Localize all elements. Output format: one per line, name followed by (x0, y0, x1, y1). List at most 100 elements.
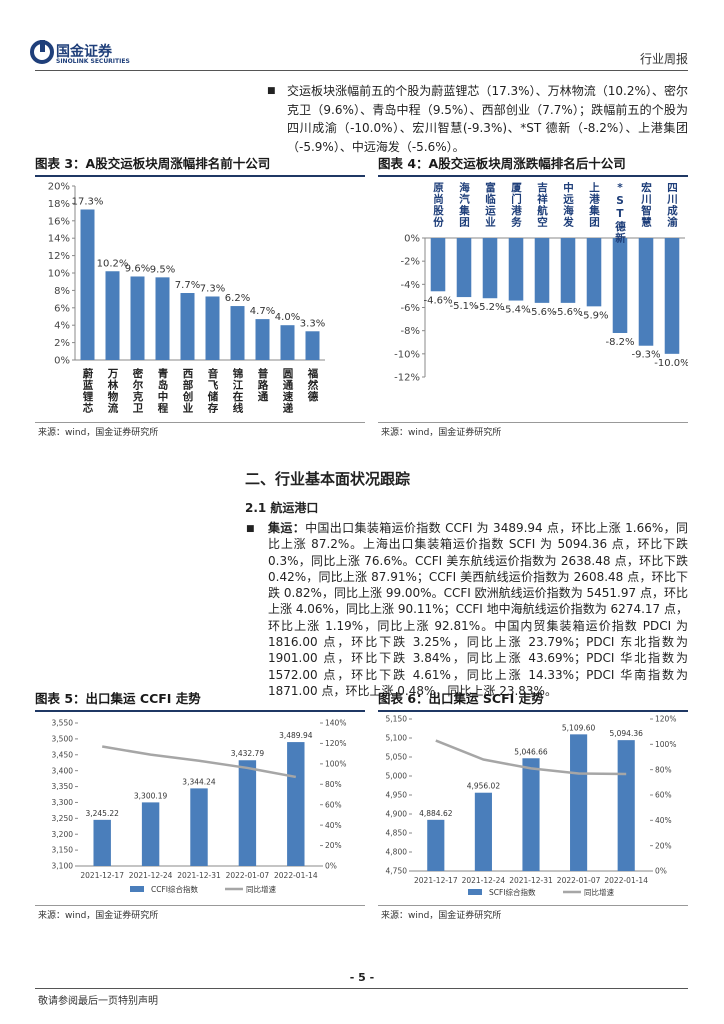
value-label: 4,884.62 (419, 809, 453, 818)
footer-rule (35, 988, 688, 989)
value-label: 7.3% (200, 283, 225, 294)
y-tick-label: 3,350 (52, 782, 74, 791)
y-tick-label: 8% (54, 286, 70, 297)
value-label: -10.0% (654, 358, 688, 369)
y-tick-label: -8% (401, 326, 420, 337)
figure-rule (35, 905, 365, 906)
bar (305, 331, 320, 360)
lead-text: 集运： (268, 521, 306, 535)
y-tick-label: 20% (48, 182, 70, 193)
chart: 3,100 3,150 3,200 3,250 3,300 3,350 3,400 3,450… (52, 719, 347, 894)
y2-tick-label: 100% (325, 759, 346, 768)
category-label: 中远海发 (562, 181, 574, 228)
y2-tick-label: 40% (655, 816, 672, 825)
bar (180, 293, 195, 360)
source-note: 来源：wind，国金证券研究所 (381, 428, 502, 438)
category-label: 原尚股份 (432, 182, 444, 228)
y2-tick-label: 60% (655, 791, 672, 800)
logo-text: 国金证券 (56, 44, 112, 60)
y2-tick-label: 60% (325, 800, 342, 809)
legend-swatch (468, 889, 482, 895)
legend-label: 同比增速 (246, 884, 276, 894)
y-tick-label: 3,150 (52, 846, 74, 855)
bar (255, 319, 270, 360)
header-rule (35, 70, 688, 71)
category-label: 音飞储存 (207, 367, 219, 414)
y-tick-label: 10% (48, 269, 70, 280)
y-tick-label: -12% (394, 373, 420, 384)
y2-tick-label: 100% (655, 740, 676, 749)
value-label: 5,094.36 (609, 729, 643, 738)
category-label: 四川成渝 (666, 182, 678, 228)
value-label: 17.3% (72, 196, 104, 207)
category-label: 青岛中程 (157, 367, 169, 414)
x-tick-label: 2021-12-31 (509, 876, 553, 885)
y-tick-label: 0% (404, 234, 420, 245)
value-label: -9.3% (631, 350, 660, 361)
legend-label: SCFI综合指数 (489, 887, 536, 897)
x-tick-label: 2022-01-07 (557, 876, 601, 885)
y-tick-label: 6% (54, 303, 70, 314)
y-tick-label: 3,450 (52, 750, 74, 759)
line-series (435, 739, 627, 776)
bar (430, 238, 446, 292)
y-tick-label: 3,400 (52, 766, 74, 775)
value-label: 3,300.19 (134, 791, 168, 800)
value-label: 6.2% (225, 293, 250, 304)
y-tick-label: 5,150 (386, 715, 408, 724)
bar (522, 758, 540, 871)
category-label: 普路通 (257, 367, 269, 402)
bar (93, 819, 111, 866)
value-label: 9.5% (150, 264, 175, 275)
y-tick-label: 2% (54, 338, 70, 349)
page-number: - 5 - (349, 971, 375, 984)
category-label: 吉祥航空 (536, 181, 548, 228)
y-tick-label: 14% (48, 234, 70, 245)
chart: 0% 2% 4% 6% 8% 10% 12% 14% 16% 18% 20%17.3% 蔚蓝锂芯 10.… (48, 182, 325, 415)
source-note: 来源：wind，国金证券研究所 (38, 428, 159, 438)
x-tick-label: 2021-12-31 (177, 871, 221, 880)
category-label: 宏川智慧 (640, 181, 652, 228)
value-label: 3,489.94 (279, 731, 313, 740)
figure-title: 图表 3：A股交运板块周涨幅排名前十公司 (35, 153, 365, 177)
y2-tick-label: 20% (325, 841, 342, 850)
logo-subtext: SINOLINK SECURITIES (56, 58, 130, 65)
bar (474, 792, 492, 871)
category-label: 福然德 (307, 367, 319, 402)
y-tick-label: -4% (401, 280, 420, 291)
category-label: 海汽集团 (458, 181, 470, 228)
y2-tick-label: 40% (325, 821, 342, 830)
y-tick-label: 4% (54, 321, 70, 332)
y-tick-label: 0% (54, 356, 70, 367)
source-note: 来源：wind，国金证券研究所 (381, 911, 502, 921)
figure-title: 图表 6：出口集运 SCFI 走势 (378, 688, 688, 712)
category-label: 万林物流 (107, 368, 119, 414)
value-label: -5.9% (579, 310, 608, 321)
value-label: 4,956.02 (467, 782, 501, 791)
y-tick-label: 5,100 (386, 734, 408, 743)
y-tick-label: -6% (401, 303, 420, 314)
value-label: -5.6% (553, 307, 582, 318)
bar (80, 209, 95, 360)
value-label: 3.3% (300, 318, 325, 329)
y2-tick-label: 120% (655, 715, 676, 724)
y-tick-label: 18% (48, 199, 70, 210)
bar (230, 306, 245, 360)
y-tick-label: 3,200 (52, 830, 74, 839)
bar (570, 734, 588, 871)
y2-tick-label: 140% (325, 719, 346, 728)
category-label: 密尔克卫 (132, 367, 144, 414)
subsection-heading: 2.1 航运港口 (245, 501, 319, 515)
bullet: ■ (267, 86, 276, 96)
body-text: 集运：中国出口集装箱运价指数 CCFI 为 3489.94 点，环比上涨 1.6… (268, 520, 688, 699)
bar (456, 238, 472, 298)
report-type: 行业周报 (639, 52, 688, 66)
chart: 0% -2% -4% -6% -8% -10% -12% -4.6% 原尚股份 -5.1% 海汽集团… (394, 181, 688, 384)
category-label: *ST德新 (614, 182, 626, 244)
bar (280, 325, 295, 360)
value-label: 3,432.79 (231, 749, 265, 758)
bar (560, 238, 576, 303)
value-label: 5,109.60 (562, 723, 596, 732)
category-label: 厦门港务 (510, 182, 522, 228)
